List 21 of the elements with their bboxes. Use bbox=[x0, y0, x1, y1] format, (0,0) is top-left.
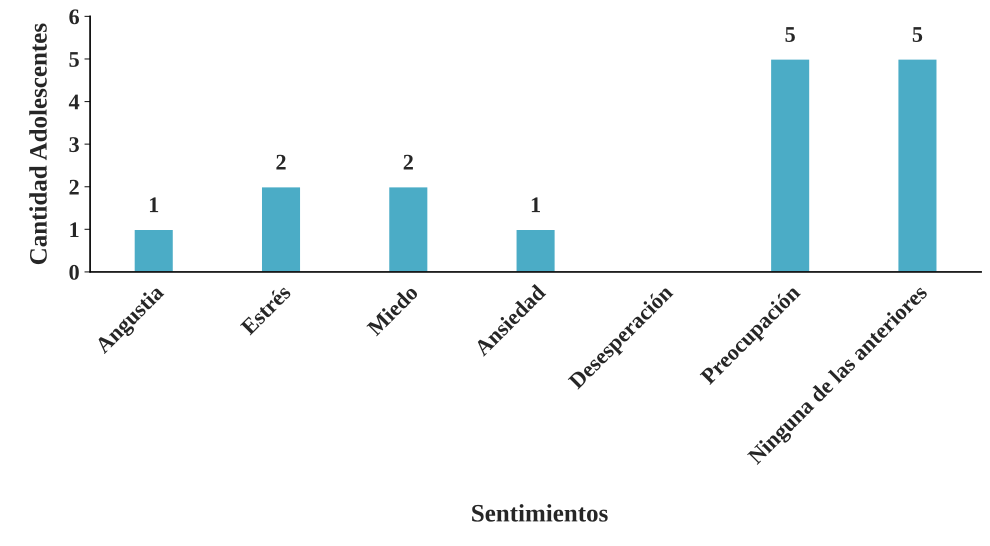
y-tick-label: 3 bbox=[69, 137, 79, 152]
y-tick-label: 1 bbox=[70, 222, 79, 238]
y-tick-label: 6 bbox=[69, 9, 80, 24]
bar bbox=[515, 228, 556, 272]
y-tick-label: 5 bbox=[69, 52, 79, 67]
y-tick-label: 4 bbox=[68, 94, 80, 110]
data-label: 2 bbox=[276, 154, 286, 170]
data-label: 5 bbox=[912, 27, 922, 42]
data-label: 1 bbox=[150, 197, 158, 212]
bar bbox=[388, 186, 429, 272]
x-axis-title: Sentimientos bbox=[472, 504, 608, 522]
y-axis-title: Cantidad Adolescentes bbox=[29, 24, 47, 264]
y-tick-label: 2 bbox=[69, 180, 79, 194]
bar bbox=[897, 58, 938, 272]
y-tick-label: 0 bbox=[69, 264, 79, 280]
data-label: 2 bbox=[404, 154, 413, 170]
bar bbox=[260, 186, 302, 272]
data-label: 5 bbox=[785, 27, 795, 42]
bar bbox=[770, 58, 811, 272]
data-label: 1 bbox=[532, 197, 540, 212]
bar bbox=[133, 228, 174, 272]
